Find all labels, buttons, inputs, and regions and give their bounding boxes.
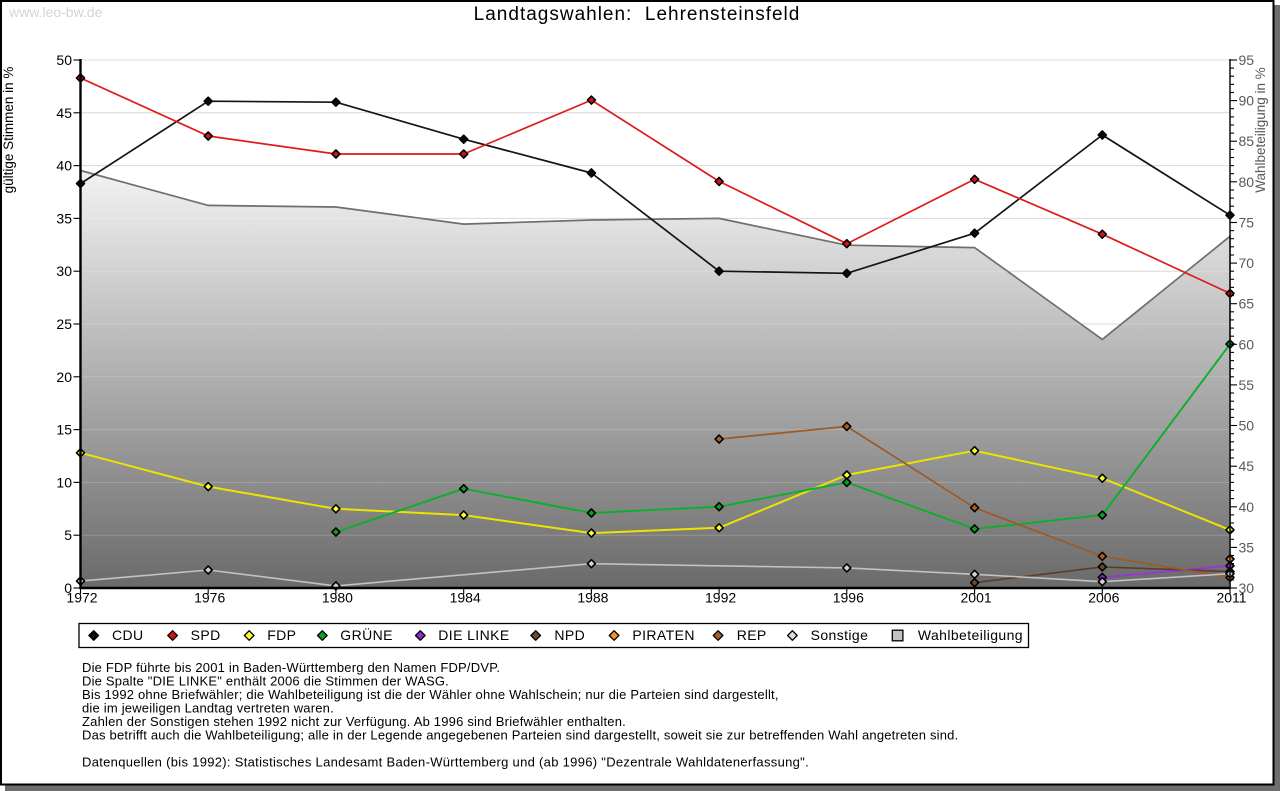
svg-text:Bis 1992 ohne Briefwähler; die: Bis 1992 ohne Briefwähler; die Wahlbetei… (82, 687, 779, 702)
svg-text:30: 30 (1239, 580, 1255, 596)
svg-text:1992: 1992 (705, 590, 736, 606)
svg-text:die im jeweiligen Landtag vert: die im jeweiligen Landtag vertreten ware… (82, 700, 334, 715)
svg-text:Die FDP führte bis 2001 in Bad: Die FDP führte bis 2001 in Baden-Württem… (82, 660, 500, 675)
svg-text:5: 5 (64, 527, 72, 543)
svg-text:Sonstige: Sonstige (811, 627, 869, 643)
svg-text:REP: REP (737, 627, 767, 643)
svg-text:1972: 1972 (66, 590, 97, 606)
svg-text:Die Spalte "DIE LINKE" enthält: Die Spalte "DIE LINKE" enthält 2006 die … (82, 673, 449, 688)
svg-text:GRÜNE: GRÜNE (340, 626, 393, 643)
svg-text:0: 0 (64, 580, 72, 596)
svg-text:SPD: SPD (191, 627, 221, 643)
svg-text:1980: 1980 (322, 590, 353, 606)
svg-text:60: 60 (1239, 336, 1255, 352)
svg-text:25: 25 (56, 316, 72, 332)
svg-text:2011: 2011 (1216, 590, 1246, 606)
svg-text:2006: 2006 (1088, 590, 1119, 606)
svg-text:50: 50 (1239, 418, 1255, 434)
svg-text:Datenquellen (bis 1992): Stati: Datenquellen (bis 1992): Statistisches L… (82, 754, 809, 769)
svg-text:35: 35 (56, 210, 72, 226)
svg-text:NPD: NPD (554, 627, 585, 643)
svg-text:95: 95 (1239, 52, 1255, 68)
svg-text:80: 80 (1239, 174, 1255, 190)
svg-text:55: 55 (1239, 377, 1255, 393)
svg-text:85: 85 (1239, 133, 1255, 149)
svg-text:45: 45 (1239, 458, 1255, 474)
svg-text:Landtagswahlen: Lehrensteinsf: Landtagswahlen: Lehrensteinsfeld (474, 4, 801, 25)
svg-text:1976: 1976 (194, 590, 225, 606)
svg-text:1988: 1988 (577, 590, 608, 606)
svg-text:30: 30 (56, 263, 72, 279)
svg-text:40: 40 (56, 158, 72, 174)
svg-text:50: 50 (56, 52, 72, 68)
svg-text:20: 20 (56, 369, 72, 385)
svg-text:1996: 1996 (833, 590, 864, 606)
svg-text:70: 70 (1239, 255, 1255, 271)
svg-text:1984: 1984 (450, 590, 481, 606)
svg-text:gültige Stimmen in %: gültige Stimmen in % (1, 67, 16, 194)
svg-text:15: 15 (56, 422, 72, 438)
svg-text:CDU: CDU (112, 627, 144, 643)
svg-text:Wahlbeteiligung: Wahlbeteiligung (918, 627, 1023, 643)
svg-text:DIE LINKE: DIE LINKE (438, 627, 509, 643)
svg-text:35: 35 (1239, 539, 1255, 555)
svg-text:Das betrifft auch die Wahlbete: Das betrifft auch die Wahlbeteiligung; a… (82, 727, 958, 742)
svg-text:65: 65 (1239, 296, 1255, 312)
svg-text:www.leo-bw.de: www.leo-bw.de (8, 4, 103, 20)
svg-text:FDP: FDP (267, 627, 296, 643)
svg-text:45: 45 (56, 105, 72, 121)
svg-text:Zahlen der Sonstigen stehen 19: Zahlen der Sonstigen stehen 1992 nicht z… (82, 714, 626, 729)
svg-text:75: 75 (1239, 215, 1255, 231)
svg-text:2001: 2001 (961, 590, 992, 606)
svg-text:PIRATEN: PIRATEN (632, 627, 694, 643)
svg-text:90: 90 (1239, 93, 1255, 109)
svg-text:40: 40 (1239, 499, 1255, 515)
svg-text:10: 10 (56, 474, 72, 490)
svg-text:Wahlbeteiligung in %: Wahlbeteiligung in % (1253, 67, 1268, 193)
